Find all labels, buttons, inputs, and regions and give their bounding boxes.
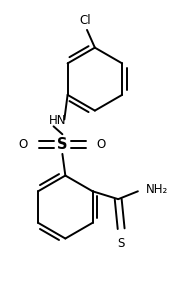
Text: HN: HN (49, 114, 66, 127)
Text: S: S (57, 136, 68, 152)
Text: O: O (97, 138, 106, 151)
Text: NH₂: NH₂ (146, 183, 168, 196)
Text: Cl: Cl (79, 14, 91, 27)
Text: S: S (117, 237, 125, 250)
Text: O: O (19, 138, 28, 151)
